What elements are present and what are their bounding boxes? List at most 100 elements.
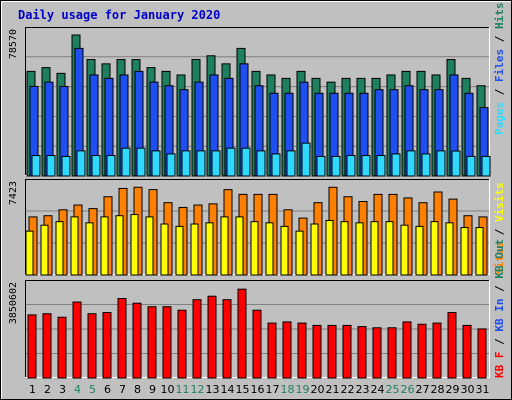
legend-kbytes: KB F / KB In / KB Out bbox=[493, 239, 506, 378]
x-tick-label-day-12: 12 bbox=[191, 383, 205, 396]
legend-hits-files-pages-part-1: / bbox=[493, 82, 506, 102]
bar-pages-day-11 bbox=[181, 150, 191, 177]
bar-kbytes-day-21 bbox=[327, 324, 337, 379]
x-tick-label-day-16: 16 bbox=[251, 383, 265, 396]
bar-pages-day-26 bbox=[406, 150, 416, 177]
x-tick-label-day-25: 25 bbox=[386, 383, 400, 396]
legend-kbytes-part-1: / bbox=[493, 332, 506, 352]
x-tick-label-day-23: 23 bbox=[356, 383, 370, 396]
bar-pages-day-28 bbox=[436, 150, 446, 177]
bar-sites-day-12 bbox=[190, 223, 199, 276]
bar-sites-day-9 bbox=[145, 216, 154, 276]
bar-pages-day-25 bbox=[391, 153, 401, 177]
bar-sites-day-27 bbox=[415, 225, 424, 276]
bar-pages-day-20 bbox=[316, 155, 326, 177]
bar-pages-day-1 bbox=[31, 155, 41, 177]
bar-pages-day-8 bbox=[136, 147, 146, 177]
bar-pages-day-9 bbox=[151, 150, 161, 177]
bar-sites-day-8 bbox=[130, 214, 139, 276]
bar-kbytes-day-27 bbox=[417, 323, 427, 379]
x-tick-label-day-27: 27 bbox=[416, 383, 430, 396]
bar-kbytes-day-22 bbox=[342, 324, 352, 379]
y-max-label-1: 78570 bbox=[8, 29, 19, 59]
legend-sites-visits-part-1: / bbox=[493, 222, 506, 242]
bar-kbytes-day-9 bbox=[147, 306, 157, 379]
bar-sites-day-2 bbox=[40, 224, 49, 276]
bar-kbytes-day-19 bbox=[297, 322, 307, 379]
bar-sites-day-25 bbox=[385, 221, 394, 276]
bar-sites-day-3 bbox=[55, 221, 64, 276]
x-tick-label-day-18: 18 bbox=[281, 383, 295, 396]
x-tick-label-day-21: 21 bbox=[326, 383, 340, 396]
bar-pages-day-13 bbox=[211, 150, 221, 177]
legend-kbytes-part-2: KB In bbox=[493, 299, 506, 332]
bar-kbytes-day-3 bbox=[57, 316, 67, 379]
bar-kbytes-day-25 bbox=[387, 327, 397, 379]
bar-kbytes-day-2 bbox=[42, 313, 52, 379]
bar-sites-day-23 bbox=[355, 222, 364, 276]
y-max-label-3: 3850602 bbox=[8, 282, 19, 324]
bar-pages-day-7 bbox=[121, 147, 131, 177]
bar-sites-day-14 bbox=[220, 216, 229, 276]
y-max-label-2: 7423 bbox=[8, 181, 19, 205]
legend-sites-visits-part-2: Visits bbox=[493, 182, 506, 222]
bar-sites-day-28 bbox=[430, 221, 439, 276]
bar-sites-day-26 bbox=[400, 224, 409, 276]
bar-kbytes-day-29 bbox=[447, 312, 457, 379]
bar-sites-day-15 bbox=[235, 216, 244, 276]
legend-sites-visits-part-0: Sites bbox=[493, 242, 506, 275]
bar-kbytes-day-7 bbox=[117, 298, 127, 379]
bar-sites-day-4 bbox=[70, 216, 79, 276]
x-tick-label-day-22: 22 bbox=[341, 383, 355, 396]
bar-kbytes-day-13 bbox=[207, 295, 217, 379]
bar-pages-day-5 bbox=[91, 155, 101, 177]
bar-sites-day-22 bbox=[340, 221, 349, 276]
bar-kbytes-day-8 bbox=[132, 302, 142, 379]
bar-pages-day-24 bbox=[376, 155, 386, 177]
x-tick-label-day-1: 1 bbox=[29, 383, 36, 396]
bar-sites-day-29 bbox=[445, 222, 454, 276]
bar-pages-day-3 bbox=[61, 155, 71, 177]
bar-sites-day-10 bbox=[160, 223, 169, 276]
bar-kbytes-day-23 bbox=[357, 326, 367, 379]
bar-pages-day-21 bbox=[331, 155, 341, 177]
legend-kbytes-part-3: / bbox=[493, 279, 506, 299]
legend-hits-files-pages-part-2: Files bbox=[493, 49, 506, 82]
bar-sites-day-6 bbox=[100, 216, 109, 276]
legend-hits-files-pages-part-4: Hits bbox=[493, 3, 506, 30]
x-tick-label-day-15: 15 bbox=[236, 383, 250, 396]
bar-pages-day-29 bbox=[451, 150, 461, 177]
bar-kbytes-day-14 bbox=[222, 299, 232, 379]
bar-pages-day-14 bbox=[226, 147, 236, 177]
bar-kbytes-day-12 bbox=[192, 299, 202, 379]
bar-pages-day-2 bbox=[46, 155, 56, 177]
bar-kbytes-day-11 bbox=[177, 309, 187, 379]
bar-pages-day-27 bbox=[421, 153, 431, 177]
bar-kbytes-day-10 bbox=[162, 306, 172, 379]
bar-pages-day-17 bbox=[271, 153, 281, 177]
bar-kbytes-day-17 bbox=[267, 322, 277, 379]
legend-hits-files-pages-part-3: / bbox=[493, 29, 506, 49]
legend-sites-visits: Sites / Visits bbox=[493, 182, 506, 275]
bar-sites-day-21 bbox=[325, 219, 334, 276]
bar-sites-day-24 bbox=[370, 221, 379, 276]
bar-kbytes-day-26 bbox=[402, 321, 412, 379]
bar-sites-day-17 bbox=[265, 222, 274, 276]
bar-kbytes-day-15 bbox=[237, 288, 247, 379]
bar-pages-day-19 bbox=[301, 142, 311, 177]
bar-sites-day-1 bbox=[25, 230, 34, 276]
legend-kbytes-part-4: KB Out bbox=[493, 239, 506, 279]
x-tick-label-day-19: 19 bbox=[296, 383, 310, 396]
x-tick-label-day-9: 9 bbox=[149, 383, 156, 396]
x-tick-label-day-7: 7 bbox=[119, 383, 126, 396]
x-tick-label-day-11: 11 bbox=[176, 383, 190, 396]
x-tick-label-day-28: 28 bbox=[431, 383, 445, 396]
bar-kbytes-day-4 bbox=[72, 301, 82, 379]
bar-sites-day-11 bbox=[175, 225, 184, 276]
bar-kbytes-day-30 bbox=[462, 324, 472, 379]
x-tick-label-day-10: 10 bbox=[161, 383, 175, 396]
bar-kbytes-day-28 bbox=[432, 322, 442, 379]
bar-pages-day-6 bbox=[106, 155, 116, 177]
